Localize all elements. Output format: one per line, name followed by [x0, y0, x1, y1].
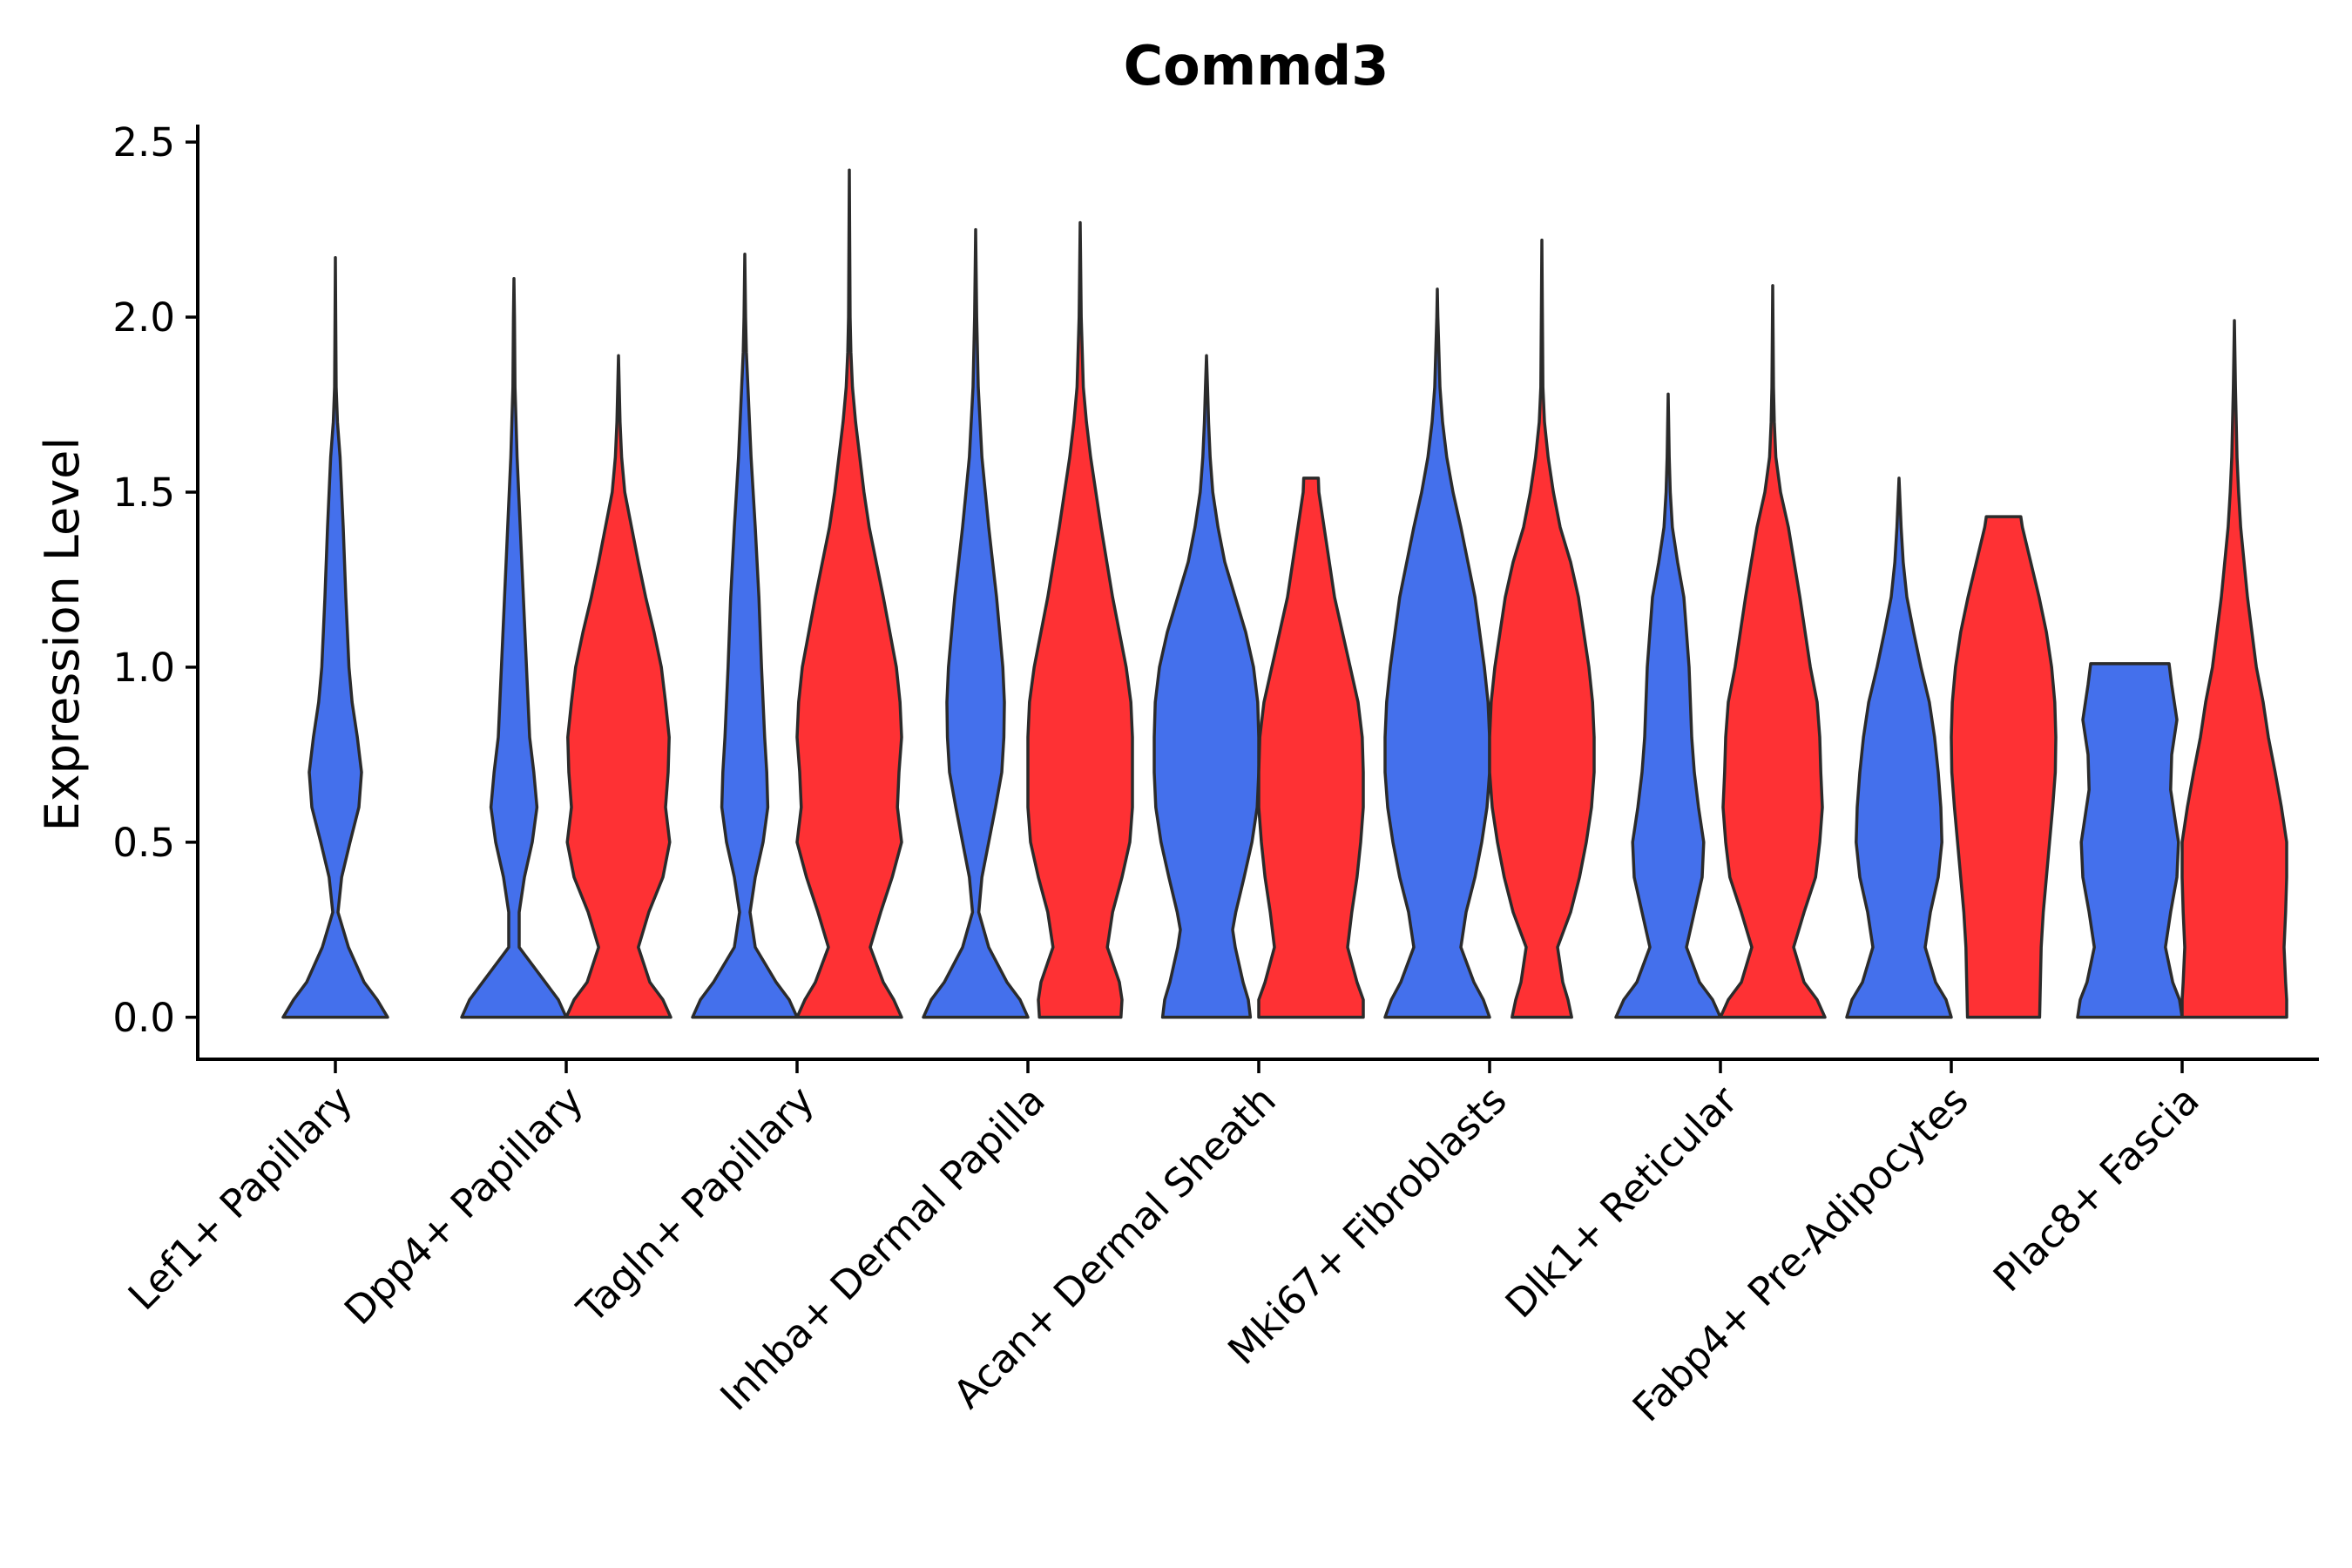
violin-group1-5 [1383, 287, 1491, 1019]
violin-group1-2 [691, 252, 799, 1019]
x-tick-label: Plac8+ Fascia [1984, 1077, 2208, 1301]
violin-group1-8 [2076, 662, 2184, 1019]
violin-group2-5 [1488, 238, 1596, 1019]
violin-group2-4 [1257, 476, 1365, 1019]
violin-group2-3 [1026, 220, 1134, 1019]
violin-group1-3 [922, 227, 1030, 1019]
x-tick-label: Tagln+ Papillary [568, 1077, 823, 1332]
y-tick-label: 0.0 [112, 995, 175, 1041]
y-tick-label: 2.5 [112, 119, 175, 166]
violin-group1-6 [1614, 392, 1722, 1019]
y-tick-label: 1.0 [112, 645, 175, 691]
x-tick-label: Lef1+ Papillary [119, 1077, 362, 1319]
violin-group1-4 [1152, 354, 1260, 1019]
violin-group1-1 [460, 277, 568, 1019]
violins-layer [281, 168, 2288, 1019]
y-tick-label: 0.5 [112, 820, 175, 866]
violin-group1-7 [1845, 476, 1953, 1019]
y-tick-label: 2.0 [112, 294, 175, 341]
violin-group2-6 [1719, 284, 1827, 1019]
violin-group2-7 [1950, 515, 2058, 1019]
x-tick-label: Dlk1+ Reticular [1497, 1077, 1747, 1327]
y-axis-label: Expression Level [35, 437, 90, 832]
violin-group2-8 [2180, 319, 2288, 1019]
violin-group2-2 [795, 168, 903, 1019]
violin-group1-0 [281, 255, 389, 1019]
violin-group2-1 [564, 354, 672, 1019]
x-tick-label: Dpp4+ Papillary [335, 1077, 592, 1334]
chart-title: Commd3 [1124, 34, 1389, 98]
y-ticks: 0.0 0.5 1.0 1.5 2.0 2.5 [112, 119, 198, 1041]
y-tick-label: 1.5 [112, 470, 175, 516]
